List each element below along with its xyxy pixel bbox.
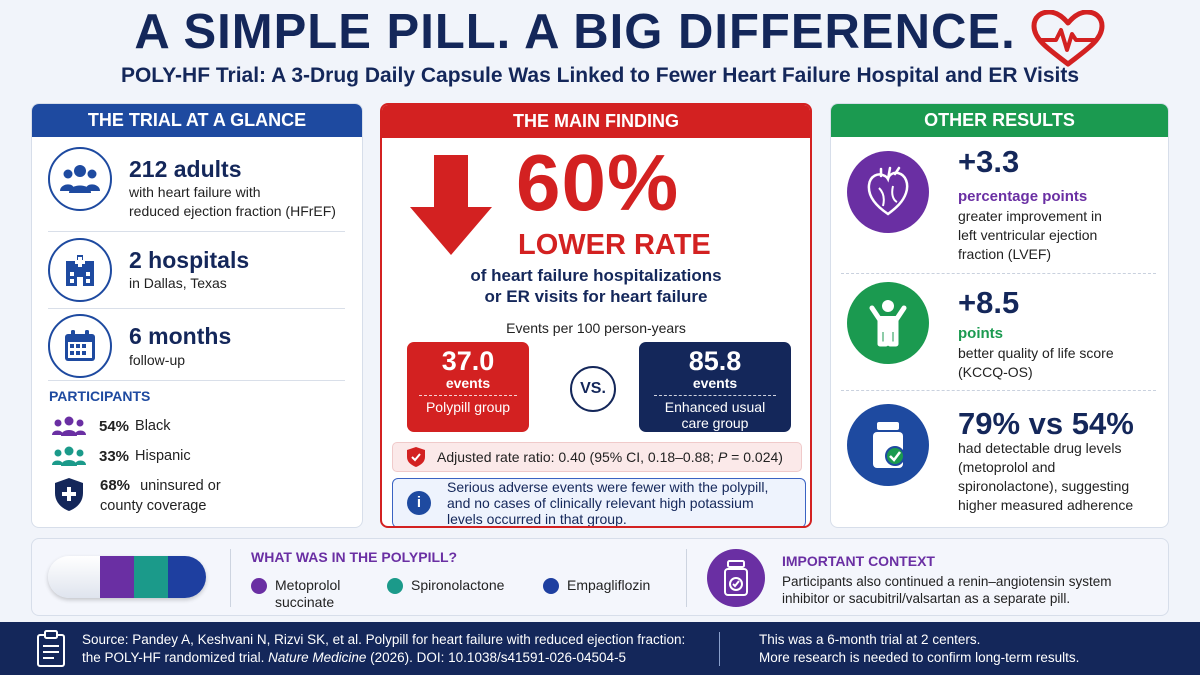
usual-care-events-box: 85.8 events Enhanced usual care group [639,342,791,432]
participant-pct: 33% [99,447,130,465]
events-label: Events per 100 person-years [506,320,686,336]
participant-pct: 54% [99,417,130,435]
divider [841,273,1156,274]
result-value: 79% vs 54% [958,406,1134,441]
clipboard-icon [37,630,65,667]
pill-bottle-icon [847,404,929,486]
panel-heading: OTHER RESULTS [831,104,1168,137]
lower-rate-label: LOWER RATE [518,229,711,261]
result-unit: percentage points [958,188,1088,205]
participant-label: uninsured or [140,478,221,494]
page-subtitle: POLY-HF Trial: A 3-Drug Daily Capsule Wa… [120,64,1080,87]
participant-row-insurance: 68% uninsured or county coverage [49,476,221,516]
main-finding-panel: THE MAIN FINDING 60% LOWER RATE of heart… [380,103,812,528]
result-desc: had detectable drug levels (metoprolol an… [958,440,1134,513]
result-desc: better quality of life score (KCCQ-OS) [958,345,1114,380]
result-value: +8.5 [958,285,1020,320]
divider [841,390,1156,391]
shield-check-icon [407,447,425,467]
events-value: 85.8 [688,346,742,376]
divider [230,549,231,607]
divider [48,380,345,381]
people-icon [48,147,112,211]
people-group-icon [52,446,86,466]
stat-value: 2 hospitals [129,247,250,273]
result-unit: points [958,325,1003,342]
panel-heading: THE MAIN FINDING [382,105,810,138]
vs-badge: VS. [570,366,616,412]
finding-description: of heart failure hospitalizations or ER v… [470,266,722,306]
stat-desc: follow-up [129,352,186,368]
stat-desc: reduced ejection fraction (HFrEF) [129,203,336,219]
people-group-icon [52,416,86,436]
rate-ratio-text: Adjusted rate ratio: 0.40 (95% CI, 0.18–… [437,449,783,465]
stat-desc: with heart failure with [129,184,261,200]
result-value: +3.3 [958,144,1020,179]
participant-label: Hispanic [135,448,191,464]
result-desc: greater improvement in left ventricular e… [958,208,1102,262]
group-label: Polypill group [425,399,511,415]
source-citation: Source: Pandey A, Keshvani N, Rizvi SK, … [82,632,686,665]
context-text: Participants also continued a renin–angi… [782,574,1112,606]
events-unit: events [445,375,491,391]
events-unit: events [692,375,738,391]
safety-note: i Serious adverse events were fewer with… [392,478,806,526]
limitations-note: This was a 6-month trial at 2 centers. Mo… [759,632,1080,665]
divider [686,549,687,607]
participant-label: Black [135,418,171,434]
panel-heading: THE TRIAL AT A GLANCE [32,104,362,137]
page-title: A SIMPLE PILL. A BIG DIFFERENCE. [134,5,1016,59]
polypill-title: WHAT WAS IN THE POLYPILL? [251,549,458,565]
pill-bottle-icon [707,549,765,607]
heart-organ-icon [847,151,929,233]
polypill-contents-strip: WHAT WAS IN THE POLYPILL? Metoprolol succ… [31,538,1169,616]
other-results-panel: OTHER RESULTS +3.3 percentage points gre… [830,103,1169,528]
person-cheer-icon [847,282,929,364]
down-arrow-icon [410,155,492,255]
capsule-icon [48,556,206,598]
divider [719,632,720,666]
hospital-icon [48,238,112,302]
divider [48,308,345,309]
participant-label: county coverage [100,498,207,514]
footer: Source: Pandey A, Keshvani N, Rizvi SK, … [0,622,1200,675]
participant-pct: 68% [100,477,131,494]
info-icon: i [407,491,431,515]
participant-row-hispanic: 33% Hispanic [49,445,191,467]
calendar-icon [48,314,112,378]
heart-pulse-icon [1031,10,1105,67]
shield-icon [55,478,83,511]
stat-value: 212 adults [129,156,242,182]
ingredient-item: Metoprolol succinate [251,577,340,611]
ingredient-item: Empagliflozin [543,577,650,594]
context-title: IMPORTANT CONTEXT [782,553,935,569]
group-label: Enhanced usual care group [664,399,766,431]
participant-row-black: 54% Black [49,415,171,437]
finding-percent: 60% [516,138,680,227]
trial-glance-panel: THE TRIAL AT A GLANCE 212 adults with he… [31,103,363,528]
divider [48,231,345,232]
polypill-events-box: 37.0 events Polypill group [407,342,529,432]
rate-ratio-banner: Adjusted rate ratio: 0.40 (95% CI, 0.18–… [392,442,802,472]
stat-value: 6 months [129,323,232,349]
participants-title: PARTICIPANTS [49,388,151,404]
stat-desc: in Dallas, Texas [129,275,227,291]
ingredient-item: Spironolactone [387,577,504,594]
events-value: 37.0 [441,346,495,376]
